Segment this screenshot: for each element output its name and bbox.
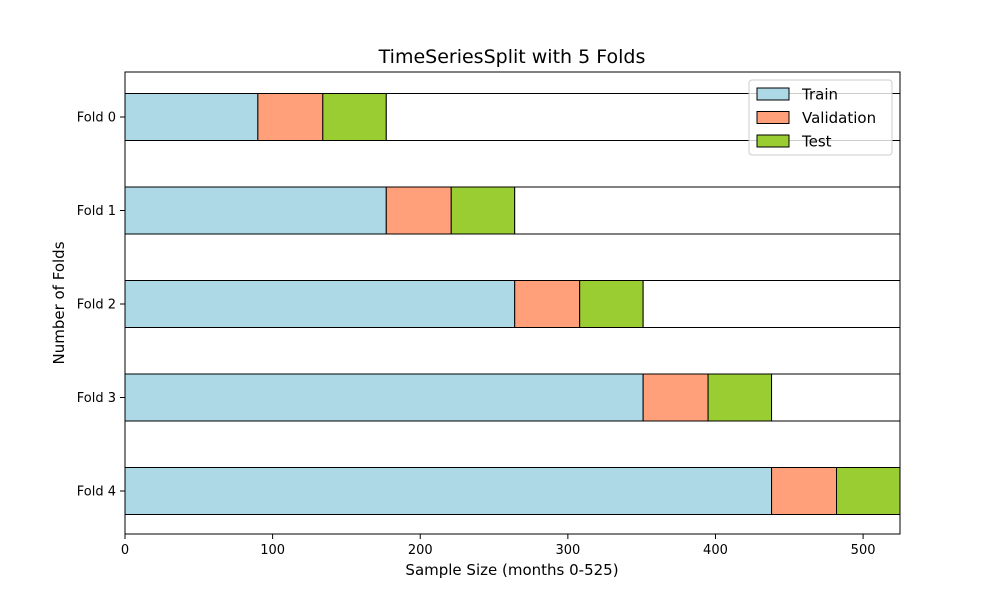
legend-label-train: Train — [801, 86, 838, 104]
y-tick-label: Fold 0 — [77, 111, 116, 126]
legend-label-validation: Validation — [802, 109, 876, 127]
bar-train-fold-4 — [124, 467, 773, 515]
legend: Train Validation Test — [748, 79, 893, 156]
bar-remainder-fold-3 — [771, 373, 901, 422]
legend-label-test: Test — [801, 133, 832, 151]
legend-swatch-train — [756, 87, 790, 101]
y-ticks: Fold 0 Fold 1 Fold 2 Fold 3 Fold 4 — [77, 111, 125, 500]
bar-test-fold-3 — [707, 373, 773, 422]
x-ticks: 0 100 200 300 400 500 — [121, 534, 876, 558]
y-tick-label: Fold 2 — [77, 298, 116, 313]
chart-title: TimeSeriesSplit with 5 Folds — [378, 46, 646, 68]
bar-train-fold-2 — [124, 280, 516, 328]
x-tick-label: 100 — [260, 543, 285, 558]
bar-validation-fold-0 — [257, 93, 324, 141]
legend-swatch-test — [756, 134, 790, 148]
bars-group — [124, 93, 901, 515]
bar-train-fold-0 — [124, 93, 259, 141]
x-tick-label: 500 — [851, 543, 876, 558]
bar-test-fold-4 — [836, 467, 901, 515]
legend-swatch-validation — [756, 111, 790, 124]
x-tick-label: 0 — [121, 543, 129, 558]
bar-validation-fold-3 — [642, 373, 709, 422]
bar-test-fold-1 — [450, 186, 516, 235]
bar-test-fold-0 — [322, 93, 387, 141]
bar-validation-fold-1 — [385, 186, 452, 235]
bar-remainder-fold-1 — [514, 186, 901, 235]
bar-train-fold-1 — [124, 186, 387, 235]
x-tick-label: 200 — [408, 543, 433, 558]
bar-remainder-fold-2 — [642, 280, 901, 328]
x-tick-label: 400 — [703, 543, 728, 558]
bar-train-fold-3 — [124, 373, 644, 422]
bar-test-fold-2 — [579, 280, 644, 328]
y-axis-label: Number of Folds — [50, 241, 68, 364]
axes-frame — [124, 71, 901, 535]
x-axis-label: Sample Size (months 0-525) — [405, 561, 618, 579]
bar-validation-fold-4 — [771, 467, 838, 515]
y-tick-label: Fold 1 — [77, 204, 116, 219]
y-tick-label: Fold 4 — [77, 485, 116, 500]
y-tick-label: Fold 3 — [77, 391, 116, 406]
bar-validation-fold-2 — [514, 280, 581, 328]
x-tick-label: 300 — [555, 543, 580, 558]
